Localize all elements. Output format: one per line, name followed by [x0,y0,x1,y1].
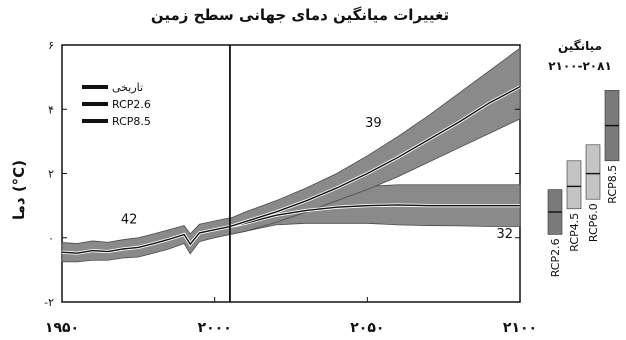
side-panel: میانگین ۲۱۰۰-۲۰۸۱ RCP2.6 RCP4.5 RCP6.0 RCP8… [547,39,620,277]
x-tick-label: ۲۱۰۰ [503,320,537,336]
side-panel-subtitle: ۲۱۰۰-۲۰۸۱ [548,59,612,73]
model-count-label: 39 [365,116,382,131]
uncertainty-band-0 [61,217,231,263]
model-count-label: 42 [121,212,138,227]
y-tick-label: ۶ [48,39,54,52]
y-axis-label: دما (°C) [10,160,28,220]
y-tick-label: ۲ [48,168,54,181]
range-box-RCP4.5 [566,160,582,210]
range-box-label: RCP2.6 [549,238,562,277]
side-panel-title: میانگین [558,39,602,53]
y-tick-label: ۴ [48,103,54,116]
x-tick-label: ۱۹۵۰ [45,320,79,336]
range-box-RCP6.0 [585,144,601,200]
range-box-label: RCP8.5 [606,165,619,204]
range-box-label: RCP6.0 [587,203,600,242]
range-box-label: RCP4.5 [568,213,581,252]
model-count-label: 32 [496,227,513,242]
chart-title: تغییرات میانگین دمای جهانی سطح زمین [151,6,449,24]
series-line-2 [229,86,521,228]
y-tick-label: -۲ [44,296,54,309]
x-tick-label: ۲۰۰۰ [198,320,232,336]
x-tick-label: ۲۰۵۰ [350,320,384,336]
legend-label: RCP8.5 [112,115,151,128]
series-line-1 [229,204,520,228]
legend-label: RCP2.6 [112,98,151,111]
legend-label: تاریخی [112,81,143,94]
series-line-0 [61,225,231,254]
plot-area: 42 32 39 تاریخی RCP2.6 RCP8.5 -۲ ۰ ۲ ۴ ۶ ۱۹۵۰ ۲۰۰۰ ۲۰… [44,39,537,336]
y-tick-label: ۰ [48,232,54,245]
